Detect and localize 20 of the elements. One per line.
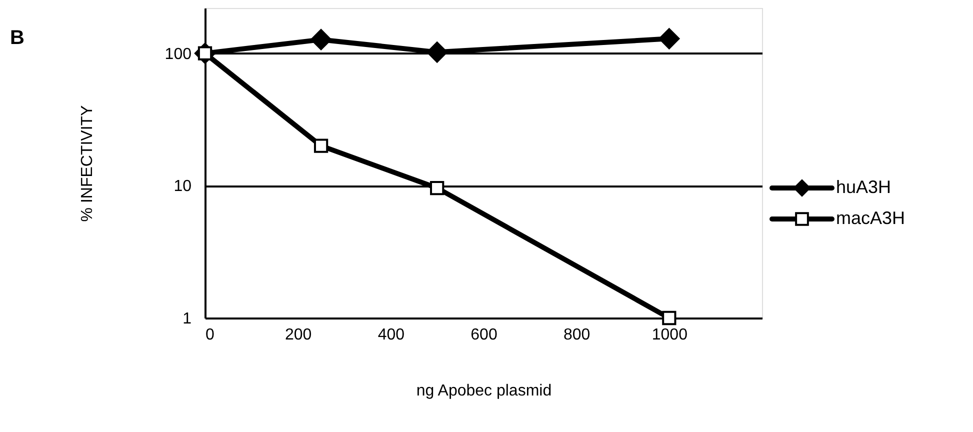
x-tick-label: 600: [470, 326, 498, 344]
x-axis-title: ng Apobec plasmid: [416, 382, 552, 400]
x-tick-label: 400: [378, 326, 405, 344]
text: B: [10, 27, 24, 49]
point: [426, 42, 448, 63]
point: [310, 29, 332, 50]
legend-label: huA3H: [836, 177, 892, 197]
y-tick-label: 100: [164, 46, 192, 63]
point: [314, 138, 328, 153]
x-tick-label: 0: [206, 326, 214, 344]
x-tick-label: 800: [563, 326, 590, 344]
legend-label: macA3H: [836, 208, 906, 228]
y-axis-title: % INFECTIVITY: [78, 104, 96, 222]
point: [662, 310, 676, 326]
y-tick-label: 10: [174, 178, 192, 196]
x-tick-label: 200: [284, 326, 312, 344]
x-tick-label: 1000: [652, 326, 688, 344]
point: [430, 180, 444, 196]
point: [658, 28, 680, 50]
y-tick-label: 1: [182, 310, 192, 328]
